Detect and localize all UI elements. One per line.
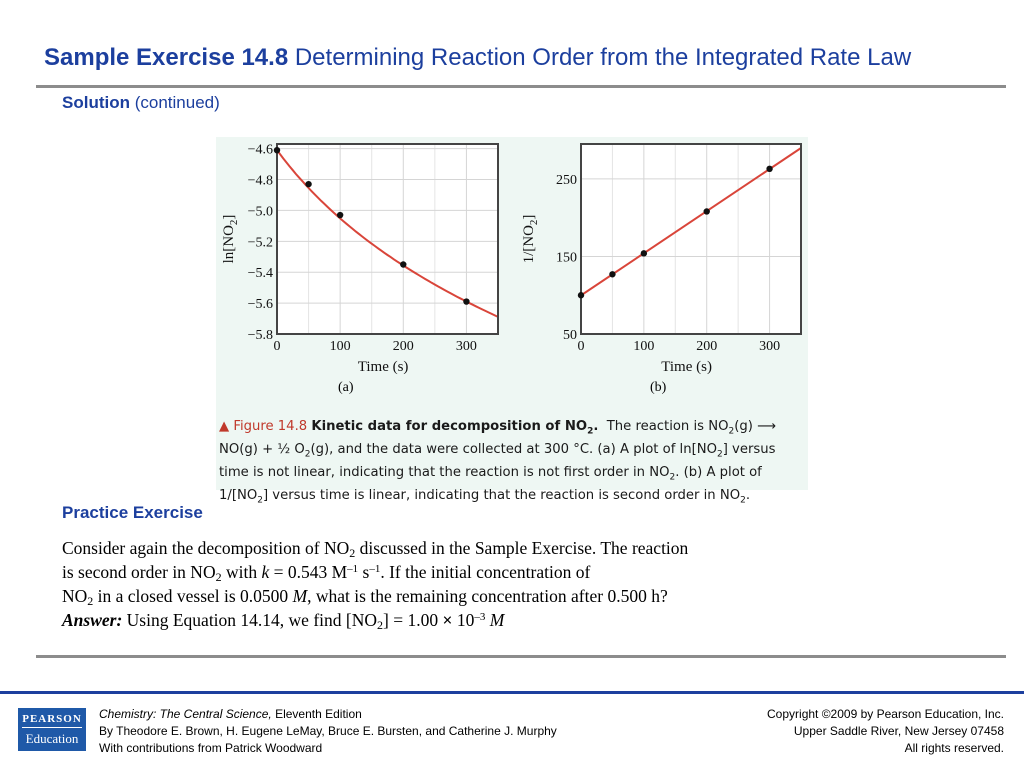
- continued-label: (continued): [134, 93, 220, 112]
- fit-curve: [276, 149, 499, 318]
- slide-title: Sample Exercise 14.8 Determining Reactio…: [44, 44, 1004, 72]
- data-point: [400, 261, 407, 268]
- y-axis-label: 1/[NO2]: [521, 215, 540, 264]
- chart-a: 0 100 200 300 −4.6 −4.8 −5.0 −5.2 −5.4 −5.6 −5.8 Ti…: [221, 143, 499, 375]
- y-tick-label: 250: [556, 173, 577, 188]
- footer-bar: [0, 691, 1024, 694]
- pearson-logo: PEARSON Education: [18, 708, 86, 751]
- plot-frame: [580, 143, 802, 335]
- figure-charts: 0 100 200 300 −4.6 −4.8 −5.0 −5.2 −5.4 −5.6 −5.8 Ti…: [221, 143, 802, 375]
- answer-label: Answer:: [62, 610, 123, 630]
- x-tick-label: 300: [456, 339, 477, 354]
- data-point: [336, 211, 344, 219]
- contributions-line: With contributions from Patrick Woodward: [99, 741, 323, 755]
- x-tick-label: 0: [578, 339, 585, 354]
- x-axis-label: Time (s): [661, 359, 712, 375]
- practice-line-2: is second order in NO2 with k = 0.543 M–…: [62, 562, 591, 584]
- caption-line-1: ▲ Figure 14.8 Kinetic data for decomposi…: [219, 419, 776, 437]
- x-tick-label: 100: [330, 339, 351, 354]
- caption-line-4: 1/[NO2] versus time is linear, indicatin…: [219, 488, 751, 507]
- data-point: [463, 298, 470, 305]
- x-tick-label: 300: [759, 339, 780, 354]
- footer-divider: [36, 655, 1006, 658]
- data-point: [273, 146, 281, 154]
- location-line: Upper Saddle River, New Jersey 07458: [793, 724, 1004, 738]
- data-point: [577, 292, 585, 299]
- practice-text: Consider again the decomposition of NO2 …: [62, 536, 802, 632]
- y-tick-label: −5.8: [248, 328, 273, 343]
- solution-label: Solution: [62, 93, 130, 112]
- answer-line: Answer: Using Equation 14.14, we find [N…: [62, 610, 505, 632]
- caption-line-3: time is not linear, indicating that the …: [219, 465, 762, 483]
- x-tick-label: 0: [274, 339, 281, 354]
- x-tick-label: 100: [633, 339, 654, 354]
- panel-a-label: (a): [338, 380, 354, 395]
- y-tick-label: 150: [556, 250, 577, 265]
- book-credits: Chemistry: The Central Science, Eleventh…: [99, 706, 557, 757]
- practice-heading: Practice Exercise: [62, 503, 203, 522]
- copyright-notice: Copyright ©2009 by Pearson Education, In…: [767, 706, 1004, 757]
- figure-14-8: 0 100 200 300 −4.6 −4.8 −5.0 −5.2 −5.4 −5.6 −5.8 Ti…: [216, 137, 808, 490]
- y-tick-label: −5.2: [248, 235, 273, 250]
- figure-caption: ▲ Figure 14.8 Kinetic data for decomposi…: [219, 418, 807, 511]
- plot-frame: [276, 143, 499, 335]
- rights-line: All rights reserved.: [904, 741, 1004, 755]
- title-divider: [36, 85, 1006, 88]
- book-title-line: Chemistry: The Central Science, Eleventh…: [99, 707, 362, 721]
- plot-area: [277, 144, 498, 334]
- plot-area: [581, 144, 801, 334]
- caption-line-2: NO(g) + ½ O2(g), and the data were colle…: [219, 442, 776, 460]
- x-tick-label: 200: [696, 339, 717, 354]
- data-point: [640, 250, 648, 257]
- chart-b: 0 100 200 300 50 150 250 Time (s) 1/[NO2]: [521, 143, 802, 375]
- solution-heading: Solution (continued): [62, 93, 220, 113]
- figure-title: Kinetic data for decomposition of NO2.: [311, 419, 599, 437]
- exercise-topic: Determining Reaction Order from the Inte…: [294, 44, 912, 71]
- y-tick-label: −5.4: [248, 266, 273, 281]
- data-point: [305, 180, 312, 188]
- authors-line: By Theodore E. Brown, H. Eugene LeMay, B…: [99, 724, 557, 738]
- data-point: [703, 208, 710, 215]
- practice-line-1: Consider again the decomposition of NO2 …: [62, 538, 689, 560]
- data-point: [766, 165, 773, 173]
- y-axis-label: ln[NO2]: [221, 215, 240, 264]
- copyright-line: Copyright ©2009 by Pearson Education, In…: [767, 707, 1004, 721]
- y-tick-label: −5.6: [248, 297, 273, 312]
- exercise-number: Sample Exercise 14.8: [44, 44, 289, 71]
- practice-line-3: NO2 in a closed vessel is 0.0500 M, what…: [62, 586, 668, 608]
- data-point: [609, 271, 616, 278]
- figure-marker: ▲ Figure 14.8: [219, 419, 308, 434]
- panel-b-label: (b): [650, 380, 667, 395]
- y-tick-label: −5.0: [248, 204, 273, 219]
- y-tick-label: −4.6: [248, 143, 273, 158]
- y-tick-label: −4.8: [248, 174, 273, 189]
- x-axis-label: Time (s): [358, 359, 409, 375]
- y-tick-label: 50: [563, 328, 577, 343]
- fit-curve: [580, 147, 802, 297]
- x-tick-label: 200: [393, 339, 414, 354]
